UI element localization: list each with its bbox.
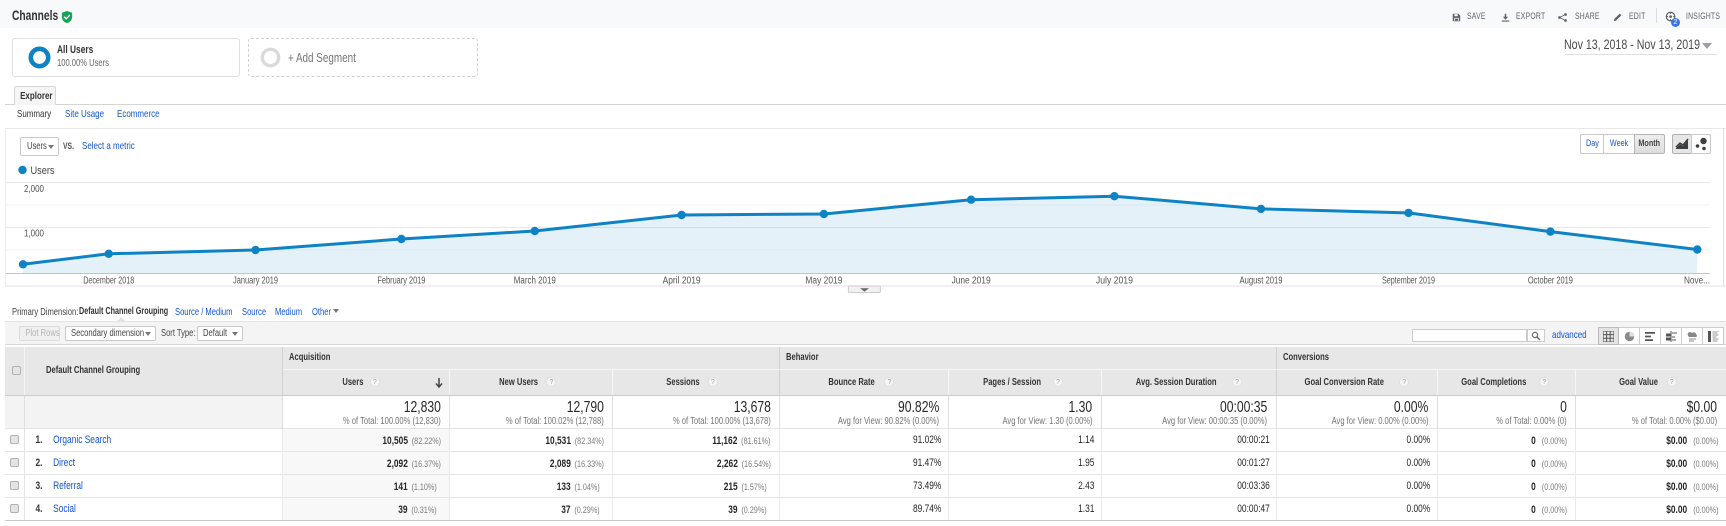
svg-text:February 2019: February 2019 bbox=[377, 276, 425, 287]
svg-text:July 2019: July 2019 bbox=[1096, 276, 1133, 287]
svg-text:December 2018: December 2018 bbox=[83, 276, 134, 287]
svg-text:1,000: 1,000 bbox=[24, 229, 44, 240]
svg-text:May 2019: May 2019 bbox=[805, 276, 842, 287]
svg-text:Users: Users bbox=[31, 165, 55, 177]
svg-text:2,000: 2,000 bbox=[24, 184, 44, 195]
svg-text:September 2019: September 2019 bbox=[1382, 276, 1435, 287]
svg-text:January 2019: January 2019 bbox=[233, 276, 278, 287]
svg-text:June 2019: June 2019 bbox=[952, 276, 991, 287]
svg-text:March 2019: March 2019 bbox=[514, 276, 556, 287]
svg-text:April 2019: April 2019 bbox=[663, 276, 701, 287]
svg-text:October 2019: October 2019 bbox=[1528, 276, 1573, 287]
svg-text:August 2019: August 2019 bbox=[1240, 276, 1283, 287]
svg-text:Nove...: Nove... bbox=[1684, 276, 1710, 287]
